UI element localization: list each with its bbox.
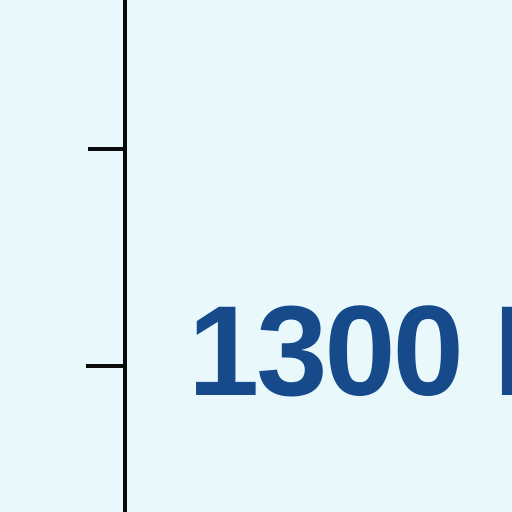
axis-tick-upper <box>88 147 127 151</box>
vertical-axis-line <box>123 0 127 512</box>
axis-tick-lower <box>86 364 127 368</box>
distance-label: 1300 M <box>188 280 512 423</box>
